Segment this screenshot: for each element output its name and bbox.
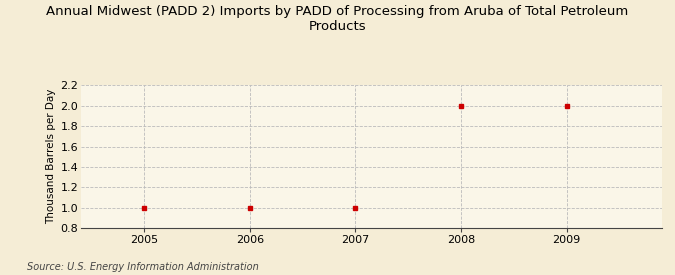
Text: Source: U.S. Energy Information Administration: Source: U.S. Energy Information Administ… — [27, 262, 259, 272]
Text: Annual Midwest (PADD 2) Imports by PADD of Processing from Aruba of Total Petrol: Annual Midwest (PADD 2) Imports by PADD … — [47, 6, 628, 34]
Y-axis label: Thousand Barrels per Day: Thousand Barrels per Day — [46, 89, 56, 224]
